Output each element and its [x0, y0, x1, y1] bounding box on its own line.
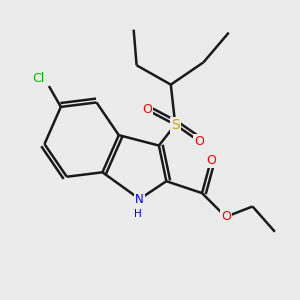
Text: H: H [134, 209, 142, 220]
Text: O: O [221, 210, 231, 224]
Text: N: N [135, 193, 144, 206]
Text: O: O [194, 135, 204, 148]
Text: O: O [206, 154, 216, 167]
Text: S: S [171, 118, 180, 132]
Text: Cl: Cl [32, 72, 45, 85]
Text: O: O [142, 103, 152, 116]
